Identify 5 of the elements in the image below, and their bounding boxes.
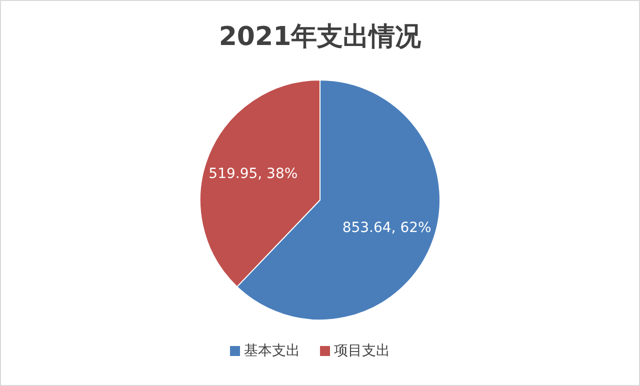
legend-label: 基本支出 [244, 343, 300, 359]
legend-label: 项目支出 [334, 343, 390, 359]
chart-title: 2021年支出情况 [218, 22, 422, 52]
data-label: 519.95, 38% [208, 166, 298, 182]
data-label: 853.64, 62% [342, 220, 432, 236]
